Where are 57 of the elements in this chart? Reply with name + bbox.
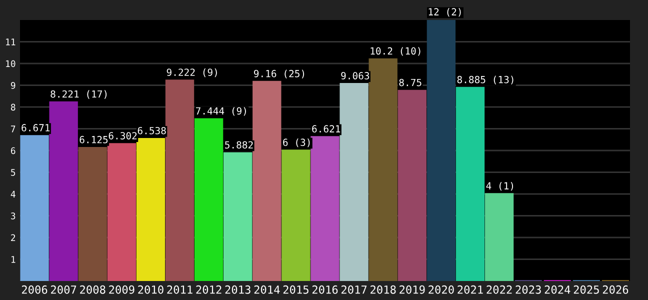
y-tick-label: 2 — [11, 234, 16, 241]
data-label: 9.063 — [341, 72, 370, 80]
bar — [340, 83, 368, 281]
x-tick-label: 2023 — [516, 285, 541, 294]
y-tick-label: 3 — [11, 212, 16, 220]
x-tick-label: 2017 — [341, 285, 367, 294]
bar — [78, 146, 107, 281]
data-label: 6.671 — [22, 124, 50, 132]
data-label: 5.882 — [225, 141, 253, 149]
y-tick-label: 8 — [10, 104, 16, 111]
bar — [426, 20, 456, 281]
data-label: 6.621 — [312, 125, 340, 132]
x-tick-label: 2008 — [80, 285, 106, 294]
y-tick-label: 5 — [11, 169, 16, 176]
x-tick-label: 2019 — [400, 285, 425, 294]
y-tick-label: 4 — [10, 190, 16, 198]
x-tick-label: 2007 — [51, 285, 76, 294]
data-label: 9.222 (9) — [166, 68, 217, 78]
data-label: 6.538 — [138, 126, 166, 134]
data-label: 6.302 — [108, 132, 137, 140]
x-tick-label: 2025 — [574, 285, 599, 294]
data-label: 4 (1) — [486, 182, 514, 191]
x-tick-label: 2021 — [458, 285, 483, 294]
y-tick-label: 6 — [10, 147, 16, 154]
bar — [282, 150, 310, 281]
y-tick-label: 11 — [6, 38, 16, 46]
bar — [194, 118, 224, 281]
x-tick-label: 2016 — [312, 285, 338, 294]
data-label: 6 (3) — [283, 138, 310, 148]
data-label: 12 (2) — [428, 8, 461, 17]
y-tick-label: 9 — [10, 82, 16, 89]
x-tick-label: 2012 — [196, 285, 222, 294]
data-label: 6.125 — [80, 136, 108, 144]
x-tick-label: 2011 — [167, 285, 192, 294]
y-tick-label: 1 — [11, 256, 16, 263]
bar — [456, 86, 485, 281]
data-label: 8.885 (13) — [457, 76, 514, 84]
data-label: 9.16 (25) — [254, 70, 304, 78]
x-tick-label: 2024 — [544, 285, 570, 294]
x-tick-label: 2022 — [486, 285, 512, 294]
bar — [165, 80, 194, 281]
x-tick-label: 2013 — [225, 285, 250, 294]
data-label: 8.75 — [399, 78, 422, 86]
x-tick-label: 2014 — [254, 285, 280, 294]
x-tick-label: 2026 — [602, 285, 628, 294]
x-tick-label: 2018 — [370, 285, 396, 294]
x-tick-label: 2015 — [283, 285, 308, 294]
x-tick-label: 2009 — [109, 285, 134, 294]
x-tick-label: 2020 — [428, 285, 454, 294]
x-tick-label: 2010 — [138, 285, 164, 294]
data-label: 7.444 (9) — [196, 107, 246, 116]
x-tick-label: 2006 — [22, 285, 48, 294]
y-tick-label: 7 — [11, 126, 16, 132]
y-tick-label: 10 — [6, 60, 16, 68]
data-label: 10.2 (10) — [370, 47, 420, 56]
data-label: 8.221 (17) — [50, 90, 107, 99]
bar — [398, 90, 426, 281]
